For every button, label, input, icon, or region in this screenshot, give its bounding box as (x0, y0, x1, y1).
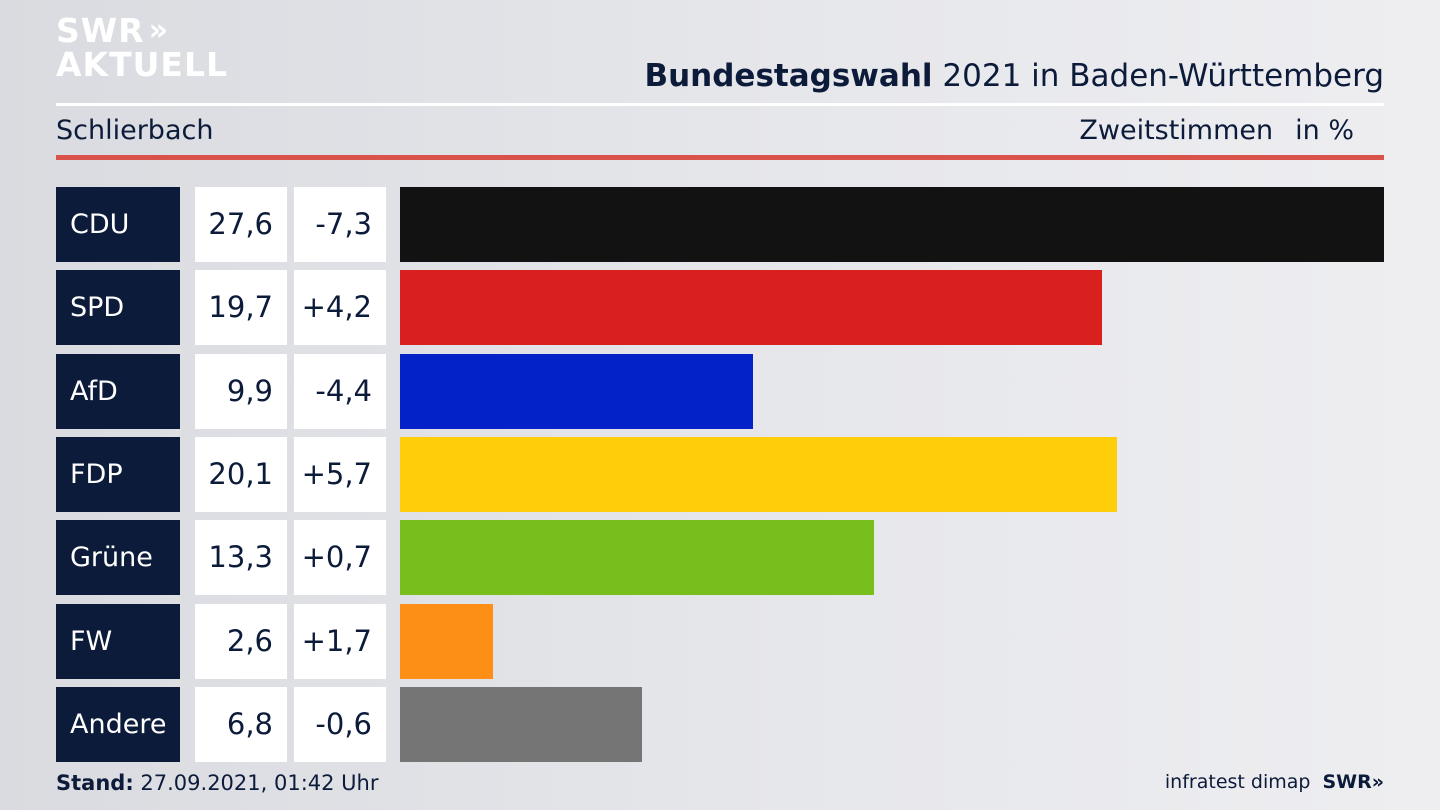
chart-title-rest: 2021 in Baden-Württemberg (932, 58, 1384, 94)
party-label: AfD (56, 353, 180, 429)
timestamp: Stand: 27.09.2021, 01:42 Uhr (56, 771, 379, 795)
result-row: FW 2,6 +1,7 (56, 603, 1384, 679)
source-label: infratest dimap (1164, 771, 1311, 793)
party-label: SPD (56, 270, 180, 346)
vote-share-bar (400, 603, 493, 679)
party-label: FDP (56, 436, 180, 512)
vote-share-value: 13,3 (195, 520, 287, 596)
result-row: FDP 20,1 +5,7 (56, 436, 1384, 512)
measure-label: Zweitstimmen in % (1079, 115, 1354, 146)
logo-swr: SWR (56, 11, 145, 50)
party-label: Andere (56, 686, 180, 762)
vote-share-bar (400, 686, 643, 762)
chart-title-bold: Bundestagswahl (644, 58, 933, 94)
vote-change-value: +1,7 (294, 603, 386, 679)
party-label: FW (56, 603, 180, 679)
party-label: CDU (56, 187, 180, 262)
measure-name: Zweitstimmen (1079, 115, 1274, 146)
logo-chevrons-icon: » (148, 13, 169, 48)
result-row: AfD 9,9 -4,4 (56, 353, 1384, 429)
swr-aktuell-logo: SWR» AKTUELL (56, 14, 228, 82)
vote-change-value: -7,3 (294, 187, 386, 262)
vote-change-value: -0,6 (294, 686, 386, 762)
vote-change-value: +4,2 (294, 270, 386, 346)
vote-share-value: 6,8 (195, 686, 287, 762)
vote-share-bar (400, 436, 1117, 512)
vote-change-value: +5,7 (294, 436, 386, 512)
vote-change-value: +0,7 (294, 520, 386, 596)
result-row: CDU 27,6 -7,3 (56, 187, 1384, 262)
source-credit: infratest dimap SWR» (1165, 771, 1384, 793)
vote-share-bar (400, 270, 1103, 346)
result-row: SPD 19,7 +4,2 (56, 270, 1384, 346)
logo-aktuell: AKTUELL (56, 45, 229, 84)
chart-title: Bundestagswahl 2021 in Baden-Württemberg (644, 58, 1384, 94)
vote-share-value: 19,7 (195, 270, 287, 346)
result-row: Grüne 13,3 +0,7 (56, 520, 1384, 596)
vote-share-bar (400, 520, 875, 596)
vote-share-bar (400, 353, 753, 429)
header-divider-white (56, 103, 1384, 106)
header-divider-red (56, 155, 1384, 160)
vote-share-bar (400, 187, 1384, 262)
vote-change-value: -4,4 (294, 353, 386, 429)
result-row: Andere 6,8 -0,6 (56, 686, 1384, 762)
vote-share-value: 9,9 (195, 353, 287, 429)
party-label: Grüne (56, 520, 180, 596)
region-label: Schlierbach (56, 115, 214, 146)
vote-share-value: 27,6 (195, 187, 287, 262)
vote-share-value: 20,1 (195, 436, 287, 512)
unit-label: in % (1295, 115, 1354, 146)
stand-value: 27.09.2021, 01:42 Uhr (133, 771, 379, 795)
stand-label: Stand: (56, 771, 134, 795)
vote-share-value: 2,6 (195, 603, 287, 679)
swr-brand-logo: SWR» (1322, 771, 1384, 793)
